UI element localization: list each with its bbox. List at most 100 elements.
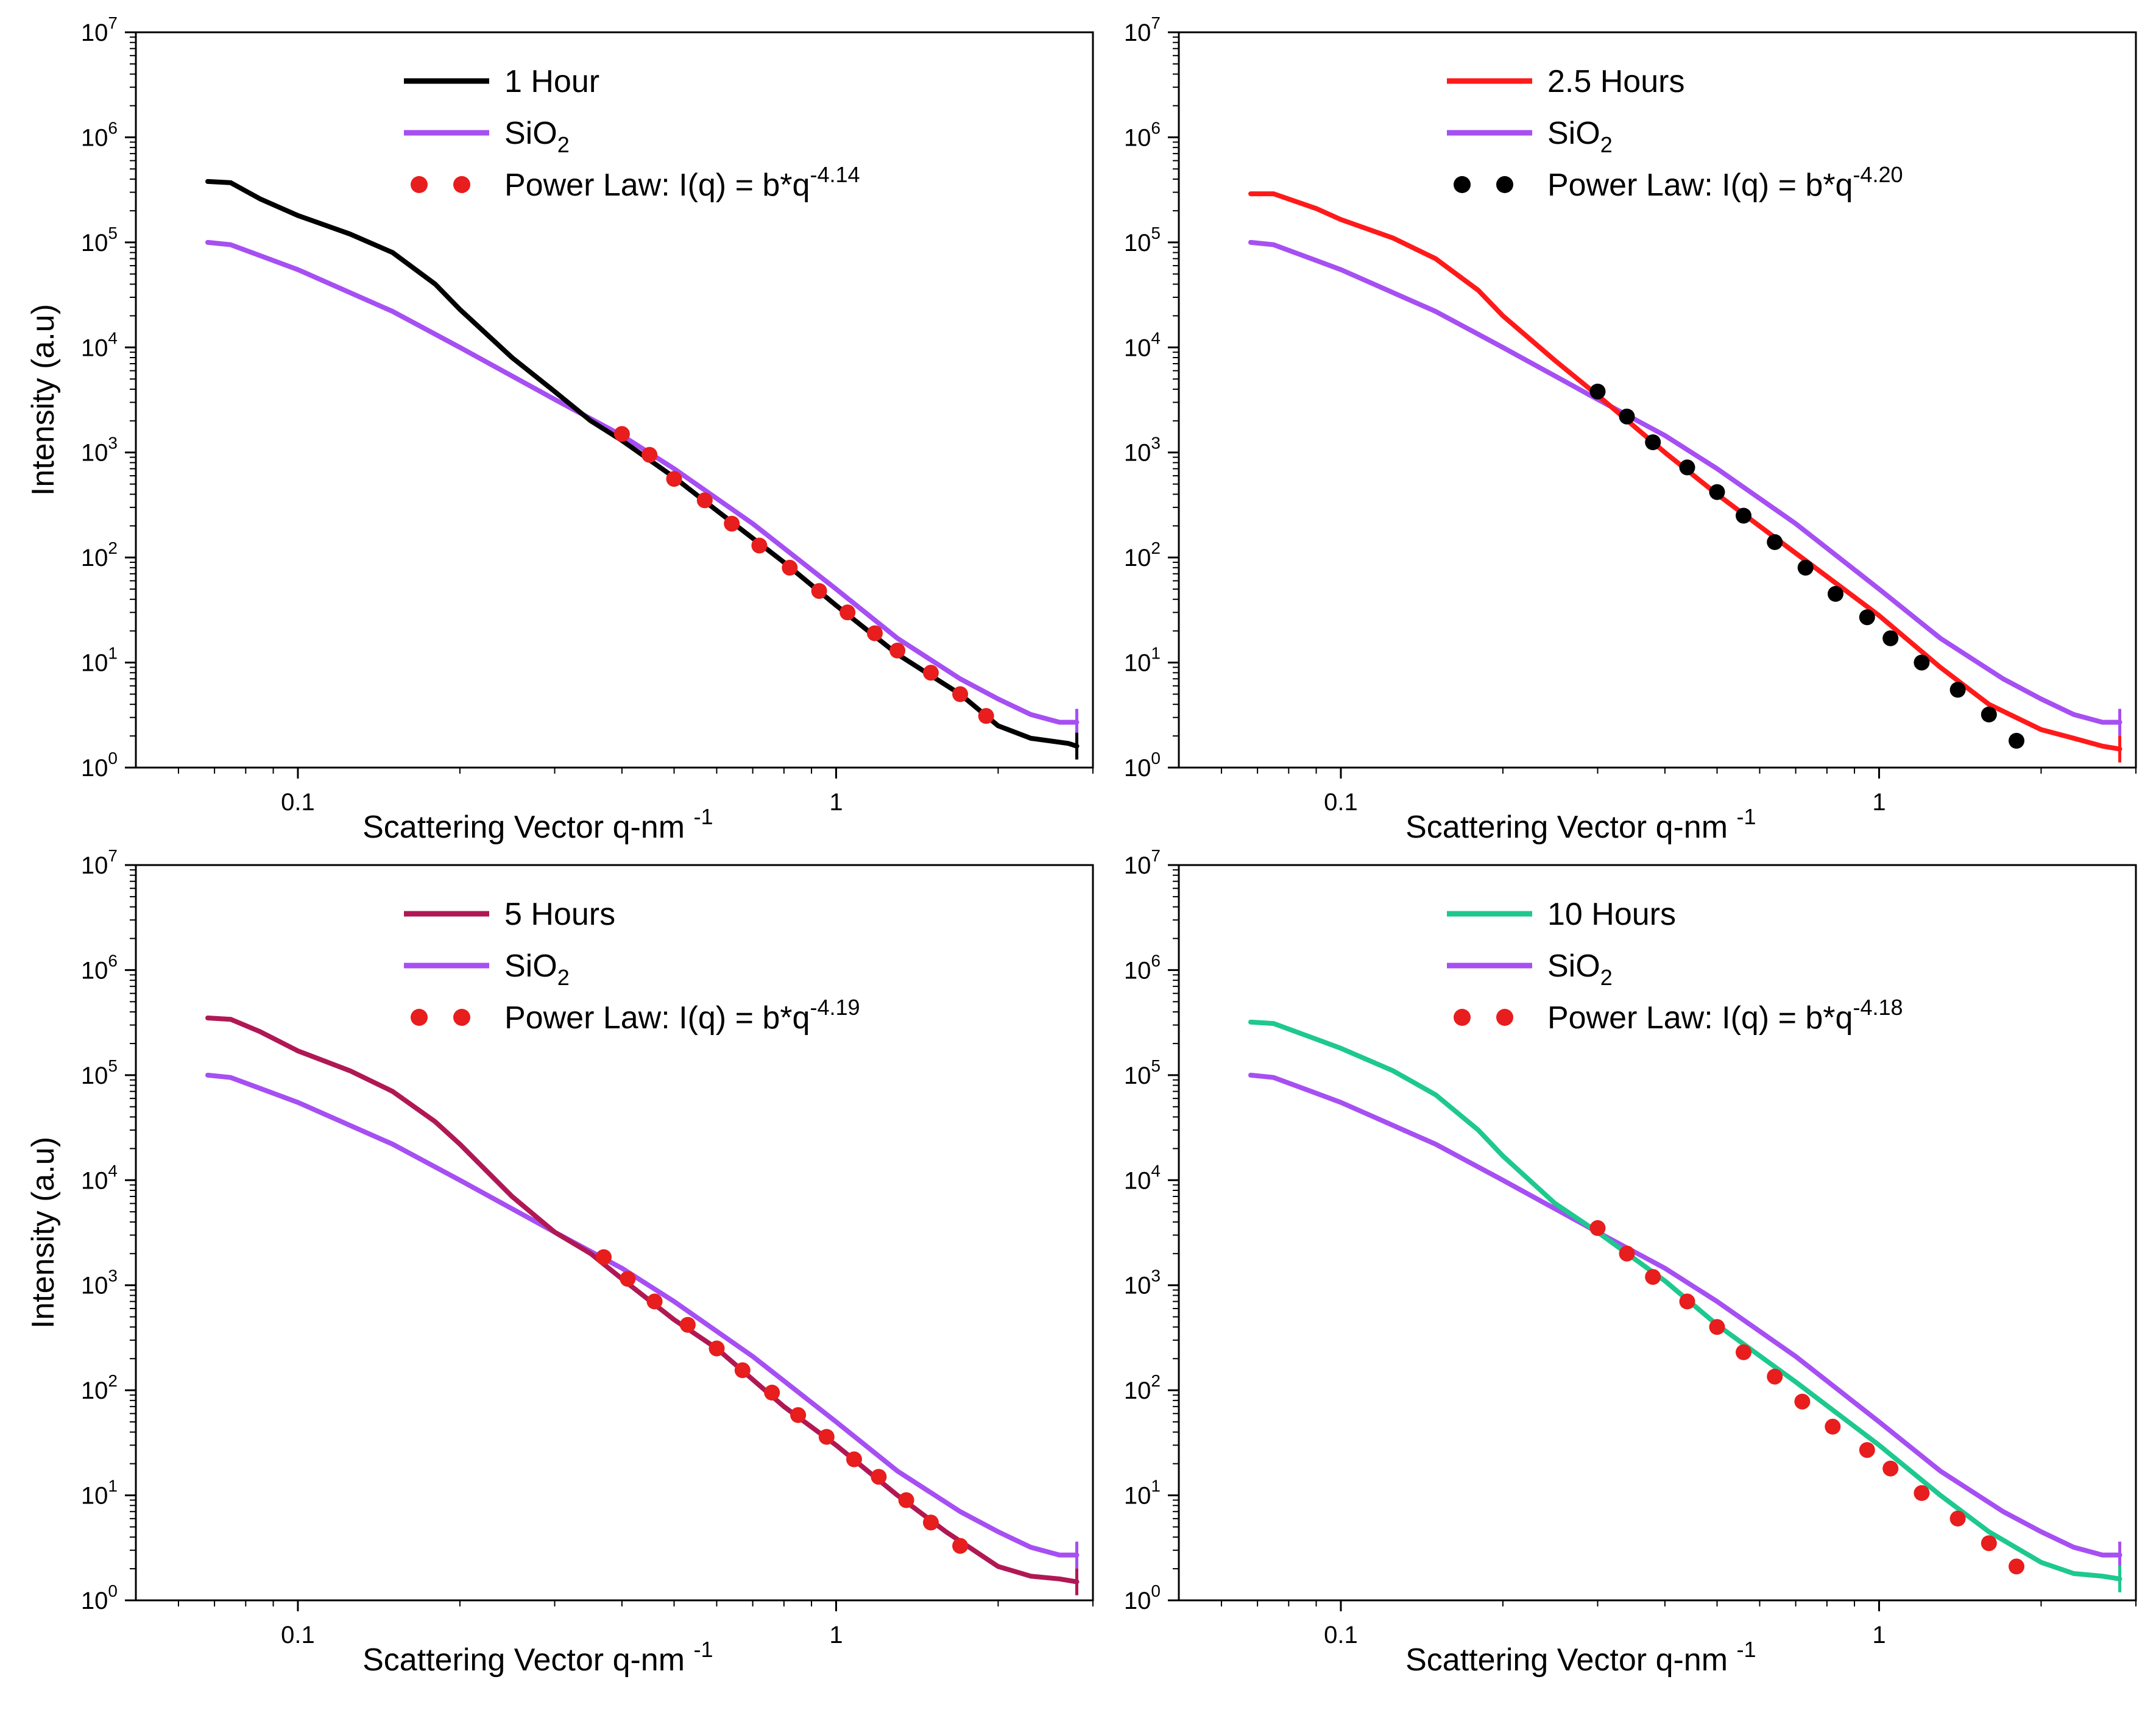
legend-label-exponent: -4.20 <box>1853 162 1903 187</box>
x-axis-label: Scattering Vector q-nm -1 <box>362 804 713 845</box>
power-law-point <box>1859 609 1875 626</box>
power-law-point <box>696 492 713 509</box>
y-tick-exponent: 2 <box>1151 539 1161 557</box>
power-law-point <box>724 515 740 532</box>
power-law-point <box>1736 1344 1751 1360</box>
power-law-point <box>679 1316 696 1333</box>
x-tick-label: 1 <box>829 789 843 816</box>
legend-label-2: SiO2 <box>504 116 570 157</box>
power-law-point <box>646 1293 663 1310</box>
power-law-point <box>2009 733 2024 749</box>
y-tick-exponent: 5 <box>108 1056 118 1075</box>
y-tick-label: 100 <box>1124 1581 1161 1614</box>
y-tick-label: 100 <box>81 1581 118 1614</box>
legend-label-base: 2.5 Hours <box>1547 64 1684 99</box>
series-line-2 <box>205 1072 1080 1558</box>
y-tick-exponent: 6 <box>108 118 118 137</box>
y-tick-exponent: 5 <box>1151 1056 1161 1075</box>
power-law-point <box>1679 1293 1695 1310</box>
y-tick-base: 10 <box>1124 1483 1151 1510</box>
y-tick-exponent: 1 <box>1151 1477 1161 1496</box>
series-line-2 <box>1248 239 2122 725</box>
y-tick-base: 10 <box>81 755 108 782</box>
power-law-point <box>1767 534 1783 550</box>
series-line-1 <box>205 178 1080 749</box>
y-tick-exponent: 4 <box>1151 328 1161 347</box>
x-tick-label: 0.1 <box>281 1622 315 1648</box>
plot-frame <box>135 31 1094 769</box>
power-law-point <box>1645 1269 1661 1285</box>
power-law-point <box>1882 1460 1899 1477</box>
y-tick-label: 106 <box>81 951 118 984</box>
y-tick-label: 105 <box>81 224 118 256</box>
y-tick-label: 107 <box>81 846 118 879</box>
power-law-point <box>1736 507 1751 524</box>
power-law-point <box>952 1538 969 1554</box>
x-axis-label-main: Scattering Vector q-nm <box>362 1642 693 1678</box>
legend-label-2: SiO2 <box>504 949 570 990</box>
y-axis-label: Intensity (a.u) <box>26 304 61 496</box>
y-tick-exponent: 7 <box>108 846 118 865</box>
y-tick-exponent: 1 <box>1151 644 1161 663</box>
y-tick-exponent: 6 <box>1151 951 1161 970</box>
y-tick-label: 102 <box>81 539 118 571</box>
legend-dot <box>411 176 428 193</box>
legend-label-3: Power Law: I(q) = b*q-4.14 <box>504 162 860 203</box>
y-tick-label: 107 <box>1124 846 1161 879</box>
legend-label-1: 1 Hour <box>504 64 599 99</box>
power-law-point <box>871 1469 887 1485</box>
y-tick-base: 10 <box>1124 19 1151 46</box>
legend-label-exponent: -4.19 <box>810 995 860 1020</box>
power-law-point <box>1825 1418 1841 1435</box>
legend-dot <box>1496 176 1513 193</box>
y-tick-exponent: 7 <box>108 13 118 32</box>
power-law-point <box>620 1271 636 1287</box>
legend-dot <box>411 1009 428 1026</box>
legend-label-2: SiO2 <box>1547 949 1613 990</box>
power-law-point <box>1859 1442 1875 1458</box>
power-law-point <box>764 1385 780 1401</box>
plot-frame <box>135 864 1094 1602</box>
x-tick-label: 1 <box>1872 1622 1886 1648</box>
legend-label-subscript: 2 <box>1600 132 1613 157</box>
power-law-point <box>734 1362 751 1379</box>
power-law-point <box>709 1340 725 1357</box>
y-tick-base: 10 <box>81 1167 108 1194</box>
y-tick-exponent: 3 <box>1151 434 1161 453</box>
power-law-point <box>1619 1245 1635 1262</box>
y-tick-base: 10 <box>1124 440 1151 467</box>
y-tick-exponent: 2 <box>1151 1371 1161 1390</box>
y-tick-base: 10 <box>1124 852 1151 879</box>
y-tick-base: 10 <box>81 545 108 571</box>
y-tick-base: 10 <box>1124 755 1151 782</box>
y-tick-exponent: 3 <box>1151 1267 1161 1285</box>
y-tick-base: 10 <box>1124 1167 1151 1194</box>
y-tick-label: 107 <box>1124 13 1161 46</box>
power-law-point <box>1767 1368 1783 1385</box>
x-axis-label-exponent: -1 <box>1736 804 1756 829</box>
y-tick-label: 103 <box>1124 1267 1161 1299</box>
power-law-point <box>1981 1535 1997 1552</box>
power-law-point <box>1949 682 1966 698</box>
y-tick-exponent: 5 <box>108 224 118 242</box>
legend-label-exponent: -4.14 <box>810 162 860 187</box>
power-law-point <box>751 537 768 554</box>
power-law-point <box>1949 1510 1966 1527</box>
y-tick-label: 104 <box>81 1161 118 1194</box>
power-law-point <box>898 1492 914 1508</box>
y-tick-label: 106 <box>1124 951 1161 984</box>
power-law-point <box>782 559 798 576</box>
y-tick-label: 107 <box>81 13 118 46</box>
y-tick-base: 10 <box>1124 1062 1151 1089</box>
x-axis-label: Scattering Vector q-nm -1 <box>362 1637 713 1678</box>
y-tick-label: 101 <box>1124 1477 1161 1510</box>
y-tick-exponent: 4 <box>1151 1161 1161 1180</box>
y-tick-exponent: 4 <box>108 1161 118 1180</box>
series-line-2 <box>1248 1072 2122 1558</box>
y-tick-base: 10 <box>81 1273 108 1299</box>
power-law-point <box>790 1407 807 1423</box>
y-tick-exponent: 0 <box>1151 1581 1161 1600</box>
legend-label-subscript: 2 <box>1600 965 1613 990</box>
